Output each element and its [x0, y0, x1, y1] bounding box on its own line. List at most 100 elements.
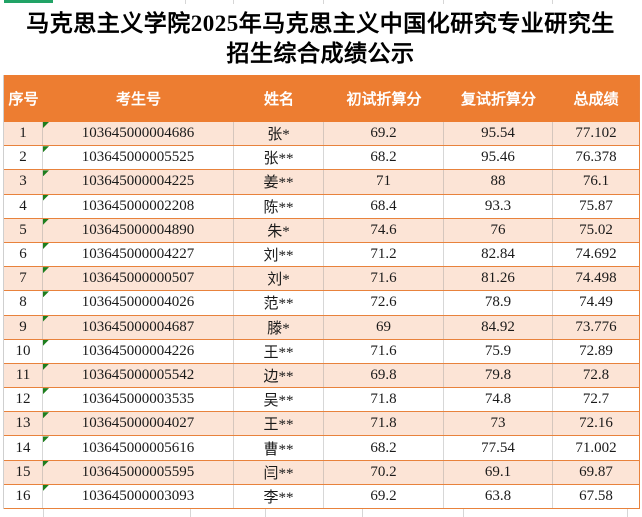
cell-total-score[interactable]: 74.692: [575, 246, 617, 263]
cell-index[interactable]: 4: [4, 194, 43, 218]
cell-index[interactable]: 6: [4, 242, 43, 267]
cell-total-score[interactable]: 72.8: [582, 366, 610, 383]
cell-total-score[interactable]: 74.498: [575, 270, 617, 287]
cell-candidate-id[interactable]: 103645000003535: [43, 388, 234, 412]
cell-candidate-id[interactable]: 103645000002208: [43, 194, 234, 218]
header-cell-name[interactable]: 姓名: [263, 92, 294, 108]
cell-name[interactable]: 张**: [234, 146, 324, 170]
cell-index[interactable]: 15: [4, 460, 43, 484]
cell-retest-score[interactable]: 95.54: [444, 122, 553, 146]
cell-index[interactable]: 13: [4, 412, 43, 436]
cell-initial-score[interactable]: 71.8: [324, 388, 444, 412]
cell-candidate-id[interactable]: 103645000004226: [43, 339, 234, 363]
cell-retest-score[interactable]: 88: [444, 170, 553, 194]
cell-retest-score[interactable]: 76: [444, 218, 553, 242]
header-cell-total-score[interactable]: 总成绩: [573, 92, 619, 108]
cell-index[interactable]: 1: [4, 122, 43, 146]
cell-retest-score[interactable]: 69.1: [444, 460, 553, 484]
cell-retest-score[interactable]: 95.46: [444, 146, 553, 170]
cell-retest-score[interactable]: 79.8: [444, 363, 553, 388]
cell-candidate-id[interactable]: 103645000004687: [43, 315, 234, 339]
cell-initial-score[interactable]: 68.4: [324, 194, 444, 218]
cell-index[interactable]: 10: [4, 339, 43, 363]
cell-name[interactable]: 李**: [234, 484, 324, 508]
cell-total-score[interactable]: 71.002: [575, 439, 617, 456]
cell-total-score[interactable]: 72.89: [579, 342, 613, 359]
cell-candidate-id[interactable]: 103645000005595: [43, 460, 234, 484]
cell-retest-score[interactable]: 75.9: [444, 339, 553, 363]
cell-name[interactable]: 刘**: [234, 242, 324, 267]
cell-name[interactable]: 张*: [234, 122, 324, 146]
cell-retest-score[interactable]: 93.3: [444, 194, 553, 218]
cell-initial-score[interactable]: 69.2: [324, 122, 444, 146]
cell-index[interactable]: 14: [4, 436, 43, 460]
cell-total-score[interactable]: 67.58: [579, 487, 613, 504]
cell-retest-score[interactable]: 63.8: [444, 484, 553, 508]
cell-initial-score[interactable]: 71.8: [324, 412, 444, 436]
cell-index[interactable]: 2: [4, 146, 43, 170]
cell-initial-score[interactable]: 71.2: [324, 242, 444, 267]
cell-candidate-id[interactable]: 103645000004027: [43, 412, 234, 436]
cell-name[interactable]: 王**: [234, 412, 324, 436]
header-cell-initial-score[interactable]: 初试折算分: [346, 92, 422, 108]
cell-index[interactable]: 9: [4, 315, 43, 339]
cell-retest-score[interactable]: 84.92: [444, 315, 553, 339]
cell-index[interactable]: 11: [4, 363, 43, 388]
cell-name[interactable]: 吴**: [234, 388, 324, 412]
cell-initial-score[interactable]: 68.2: [324, 436, 444, 460]
cell-initial-score[interactable]: 71: [324, 170, 444, 194]
cell-initial-score[interactable]: 69.2: [324, 484, 444, 508]
cell-name[interactable]: 范**: [234, 291, 324, 315]
cell-initial-score[interactable]: 71.6: [324, 339, 444, 363]
header-cell-retest-score[interactable]: 复试折算分: [460, 92, 536, 108]
cell-retest-score[interactable]: 78.9: [444, 291, 553, 315]
cell-retest-score[interactable]: 73: [444, 412, 553, 436]
cell-total-score[interactable]: 76.1: [582, 173, 610, 190]
cell-candidate-id[interactable]: 103645000004026: [43, 291, 234, 315]
cell-total-score[interactable]: 69.87: [579, 463, 613, 480]
cell-index[interactable]: 8: [4, 291, 43, 315]
cell-initial-score[interactable]: 71.6: [324, 267, 444, 291]
cell-name[interactable]: 刘*: [234, 267, 324, 291]
cell-index[interactable]: 3: [4, 170, 43, 194]
cell-index[interactable]: 5: [4, 218, 43, 242]
cell-total-score[interactable]: 72.16: [579, 415, 613, 432]
cell-candidate-id[interactable]: 103645000004686: [43, 122, 234, 146]
cell-initial-score[interactable]: 70.2: [324, 460, 444, 484]
cell-candidate-id[interactable]: 103645000004225: [43, 170, 234, 194]
cell-name[interactable]: 姜**: [234, 170, 324, 194]
cell-initial-score[interactable]: 72.6: [324, 291, 444, 315]
cell-candidate-id[interactable]: 103645000005542: [43, 363, 234, 388]
cell-retest-score[interactable]: 77.54: [444, 436, 553, 460]
cell-total-score[interactable]: 74.49: [579, 294, 613, 311]
cell-name[interactable]: 边**: [234, 363, 324, 388]
cell-candidate-id[interactable]: 103645000004890: [43, 218, 234, 242]
cell-total-score[interactable]: 72.7: [582, 391, 610, 408]
cell-initial-score[interactable]: 69.8: [324, 363, 444, 388]
cell-name[interactable]: 王**: [234, 339, 324, 363]
cell-name[interactable]: 曹**: [234, 436, 324, 460]
cell-total-score[interactable]: 73.776: [575, 318, 617, 335]
cell-retest-score[interactable]: 82.84: [444, 242, 553, 267]
title-merged-cell[interactable]: 马克思主义学院2025年马克思主义中国化研究专业研究生 招生综合成绩公示: [3, 0, 638, 75]
cell-candidate-id[interactable]: 103645000000507: [43, 267, 234, 291]
header-cell-index[interactable]: 序号: [8, 92, 39, 108]
cell-retest-score[interactable]: 81.26: [444, 267, 553, 291]
cell-name[interactable]: 朱*: [234, 218, 324, 242]
cell-name[interactable]: 陈**: [234, 194, 324, 218]
header-cell-candidate-id[interactable]: 考生号: [115, 92, 161, 108]
cell-name[interactable]: 闫**: [234, 460, 324, 484]
cell-total-score[interactable]: 77.102: [575, 125, 617, 142]
cell-candidate-id[interactable]: 103645000003093: [43, 484, 234, 508]
cell-index[interactable]: 12: [4, 388, 43, 412]
cell-initial-score[interactable]: 69: [324, 315, 444, 339]
cell-initial-score[interactable]: 74.6: [324, 218, 444, 242]
cell-initial-score[interactable]: 68.2: [324, 146, 444, 170]
cell-candidate-id[interactable]: 103645000005525: [43, 146, 234, 170]
cell-total-score[interactable]: 75.02: [579, 221, 613, 238]
cell-total-score[interactable]: 75.87: [579, 197, 613, 214]
cell-candidate-id[interactable]: 103645000005616: [43, 436, 234, 460]
cell-total-score[interactable]: 76.378: [575, 149, 617, 166]
cell-name[interactable]: 滕*: [234, 315, 324, 339]
cell-candidate-id[interactable]: 103645000004227: [43, 242, 234, 267]
